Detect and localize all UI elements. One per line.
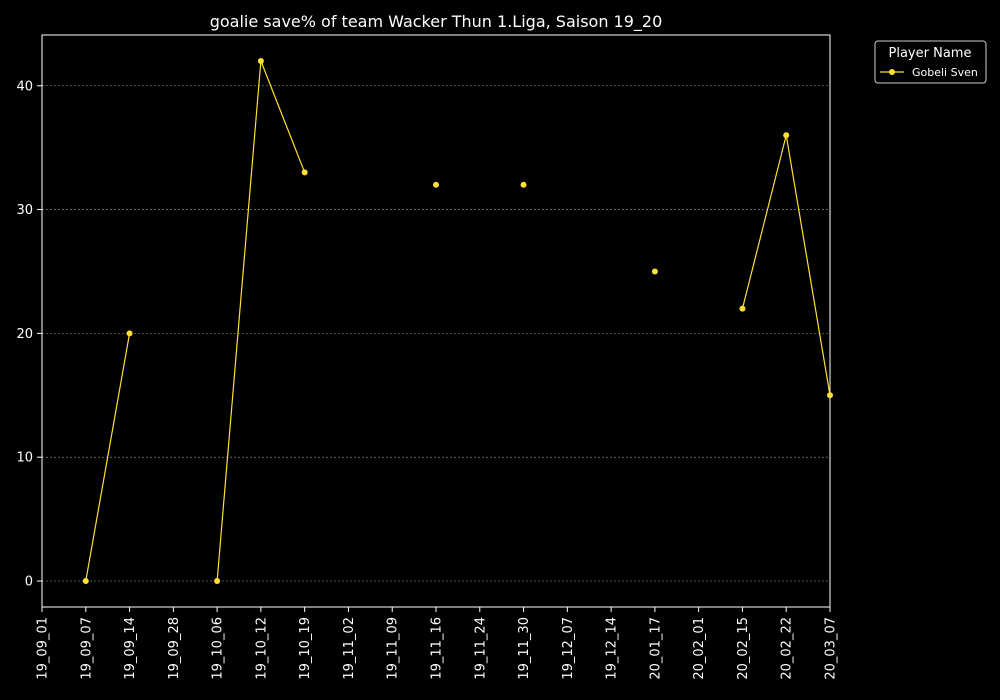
x-tick-label: 19_10_12 xyxy=(254,617,269,680)
data-point xyxy=(520,181,527,188)
y-tick-label: 20 xyxy=(16,327,33,342)
x-tick-label: 20_01_17 xyxy=(648,617,663,680)
legend: Player Name Gobeli Sven xyxy=(874,40,987,84)
x-tick-label: 19_09_07 xyxy=(79,617,94,680)
chart-title: goalie save% of team Wacker Thun 1.Liga,… xyxy=(210,12,663,32)
x-tick-label: 19_11_02 xyxy=(342,617,357,680)
data-point xyxy=(82,578,89,584)
x-tick-label: 19_12_07 xyxy=(561,617,576,680)
data-point xyxy=(739,305,746,312)
data-point xyxy=(827,392,833,399)
plot-frame xyxy=(41,34,831,608)
data-point xyxy=(301,169,308,176)
data-point xyxy=(783,132,790,139)
x-tick-label: 19_09_14 xyxy=(123,617,138,680)
x-tick-label: 20_02_15 xyxy=(736,617,751,680)
data-point xyxy=(651,268,658,275)
x-tick-label: 20_02_22 xyxy=(780,617,795,680)
data-point xyxy=(214,578,221,584)
data-point xyxy=(433,181,439,188)
y-tick-label: 40 xyxy=(16,79,33,94)
legend-dot-marker xyxy=(889,69,895,75)
grid xyxy=(42,85,830,582)
series-line xyxy=(216,60,306,582)
x-tick-label: 19_11_30 xyxy=(517,617,532,680)
x-tick-label: 19_09_01 xyxy=(36,617,51,680)
x-tick-label: 20_02_01 xyxy=(692,617,707,680)
x-tick-label: 19_10_19 xyxy=(298,617,313,680)
y-tick-label: 0 xyxy=(25,575,33,590)
legend-title: Player Name xyxy=(889,46,972,61)
series-line xyxy=(741,135,831,396)
y-tick-label: 30 xyxy=(16,203,33,218)
series-line xyxy=(85,333,131,582)
x-tick-label: 19_12_14 xyxy=(605,617,620,680)
x-tick-label: 19_11_16 xyxy=(430,617,445,680)
x-tick-label: 20_03_07 xyxy=(824,617,839,680)
series-layer xyxy=(82,58,833,584)
y-tick-label: 10 xyxy=(16,451,33,466)
axes: 0 10 20 30 40 19_09_01 19_09_07 19_09_14 19_09_2… xyxy=(16,34,839,680)
x-tick-label: 19_11_09 xyxy=(386,617,401,680)
x-tick-label: 19_10_06 xyxy=(211,617,226,680)
x-tick-label: 19_09_28 xyxy=(167,617,182,680)
data-point xyxy=(126,330,133,337)
data-point xyxy=(257,58,264,64)
x-tick-label: 19_11_24 xyxy=(473,617,488,680)
legend-label: Gobeli Sven xyxy=(912,66,978,79)
